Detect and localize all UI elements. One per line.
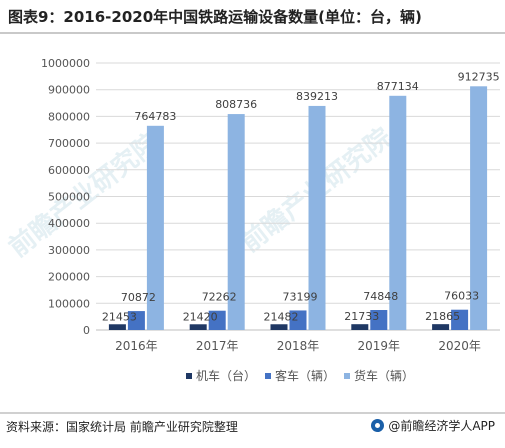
legend-label: 客车（辆） — [275, 368, 335, 383]
y-tick-label: 200000 — [48, 271, 90, 284]
x-tick-label: 2019年 — [358, 339, 401, 353]
x-axis-ticks: 2016年 2017年 2018年 2019年 2020年 — [115, 339, 481, 353]
footer-divider — [0, 412, 505, 414]
y-tick-label: 800000 — [48, 110, 90, 123]
legend-label: 货车（辆） — [354, 368, 414, 383]
data-label: 21865 — [425, 310, 460, 323]
y-axis-ticks: 0 100000 200000 300000 400000 500000 600000 700… — [41, 57, 90, 337]
chart-title: 图表9：2016-2020年中国铁路运输设备数量(单位：台，辆) — [8, 8, 422, 26]
legend-swatch — [344, 373, 350, 379]
legend-swatch — [186, 373, 192, 379]
y-tick-label: 900000 — [48, 84, 90, 97]
data-label: 74848 — [363, 290, 398, 303]
bar-chart: 0 100000 200000 300000 400000 500000 600000 700… — [41, 57, 500, 383]
y-tick-label: 700000 — [48, 137, 90, 150]
source-note: 资料来源：国家统计局 前瞻产业研究院整理 — [6, 420, 238, 434]
x-tick-label: 2020年 — [438, 339, 481, 353]
y-tick-label: 500000 — [48, 191, 90, 204]
y-tick-label: 1000000 — [41, 57, 90, 70]
bar-freight — [227, 114, 245, 330]
data-label: 21453 — [102, 310, 137, 323]
y-tick-label: 400000 — [48, 217, 90, 230]
data-labels: 21453 70872 764783 21420 72262 808736 21482 731… — [102, 70, 500, 323]
bar-passenger — [289, 310, 307, 330]
x-tick-label: 2016年 — [115, 339, 158, 353]
data-label: 21733 — [344, 310, 379, 323]
bar-locomotive — [189, 324, 207, 330]
bar-passenger — [451, 309, 469, 330]
legend-label: 机车（台） — [196, 368, 256, 383]
bar-locomotive — [432, 324, 450, 330]
bar-locomotive — [270, 324, 288, 330]
legend: 机车（台） 客车（辆） 货车（辆） — [186, 368, 414, 383]
data-label: 76033 — [444, 290, 479, 303]
legend-swatch — [265, 373, 271, 379]
x-tick-label: 2018年 — [277, 339, 320, 353]
data-label: 21420 — [183, 310, 218, 323]
data-label: 839213 — [296, 90, 338, 103]
bars — [108, 86, 488, 331]
y-tick-label: 600000 — [48, 164, 90, 177]
data-label: 21482 — [264, 310, 299, 323]
bar-freight — [389, 95, 407, 330]
data-label: 73199 — [283, 290, 318, 303]
bar-freight — [146, 125, 164, 330]
brand-logo-icon — [371, 419, 385, 432]
data-label: 764783 — [134, 110, 176, 123]
data-label: 912735 — [458, 70, 500, 83]
data-label: 70872 — [121, 291, 156, 304]
brand-label: @前瞻经济学人APP — [388, 419, 495, 433]
bar-passenger — [208, 310, 226, 330]
y-tick-label: 0 — [83, 324, 90, 337]
x-tick-label: 2017年 — [196, 339, 239, 353]
bar-passenger — [370, 310, 388, 330]
data-label: 808736 — [215, 98, 257, 111]
bar-locomotive — [351, 324, 369, 330]
brand-credit: @前瞻经济学人APP — [371, 417, 495, 434]
data-label: 877134 — [377, 80, 419, 93]
bar-freight — [308, 105, 326, 330]
data-label: 72262 — [202, 291, 237, 304]
y-tick-label: 100000 — [48, 297, 90, 310]
bar-freight — [470, 86, 488, 331]
y-tick-label: 300000 — [48, 244, 90, 257]
bar-passenger — [127, 311, 145, 330]
title-divider — [0, 32, 505, 34]
bar-locomotive — [108, 324, 126, 330]
